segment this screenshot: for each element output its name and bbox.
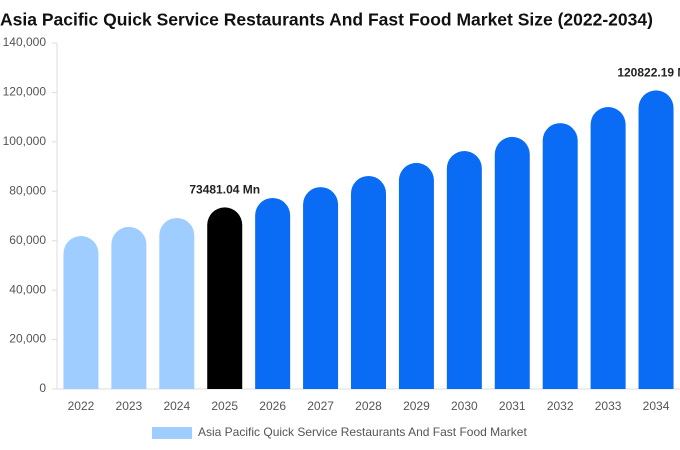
x-tick-label: 2023 <box>116 399 143 413</box>
y-tick-label: 40,000 <box>9 282 46 296</box>
x-tick-label: 2031 <box>499 399 526 413</box>
x-tick-label: 2026 <box>259 399 286 413</box>
y-tick-label: 20,000 <box>9 332 46 346</box>
x-tick-label: 2022 <box>68 399 95 413</box>
bar <box>638 90 674 389</box>
bar <box>494 136 530 389</box>
chart-title: Asia Pacific Quick Service Restaurants A… <box>0 10 653 30</box>
bar <box>255 197 291 389</box>
value-label: 73481.04 Mn <box>189 183 260 197</box>
value-label: 120822.19 Mn <box>617 66 680 80</box>
x-tick-label: 2024 <box>163 399 190 413</box>
bar <box>446 151 482 389</box>
bar <box>590 107 626 389</box>
bar <box>351 175 386 389</box>
bar <box>159 217 195 389</box>
bar <box>542 123 578 389</box>
y-tick-label: 60,000 <box>9 233 46 247</box>
y-tick-label: 80,000 <box>9 183 46 197</box>
bar <box>303 187 339 389</box>
x-tick-label: 2033 <box>595 399 622 413</box>
y-tick-label: 140,000 <box>3 35 47 49</box>
bar <box>111 226 147 389</box>
x-tick-label: 2025 <box>211 399 238 413</box>
legend-label: Asia Pacific Quick Service Restaurants A… <box>198 425 527 439</box>
y-tick-label: 0 <box>39 381 46 395</box>
legend-swatch <box>152 427 192 439</box>
bar <box>398 162 434 389</box>
x-tick-label: 2030 <box>451 399 478 413</box>
x-tick-label: 2034 <box>643 399 670 413</box>
x-tick-label: 2028 <box>355 399 382 413</box>
x-tick-label: 2027 <box>307 399 334 413</box>
bar <box>63 236 99 389</box>
x-tick-label: 2029 <box>403 399 430 413</box>
y-tick-label: 100,000 <box>3 134 47 148</box>
y-tick-label: 120,000 <box>3 85 47 99</box>
bar <box>207 207 243 389</box>
x-tick-label: 2032 <box>547 399 574 413</box>
